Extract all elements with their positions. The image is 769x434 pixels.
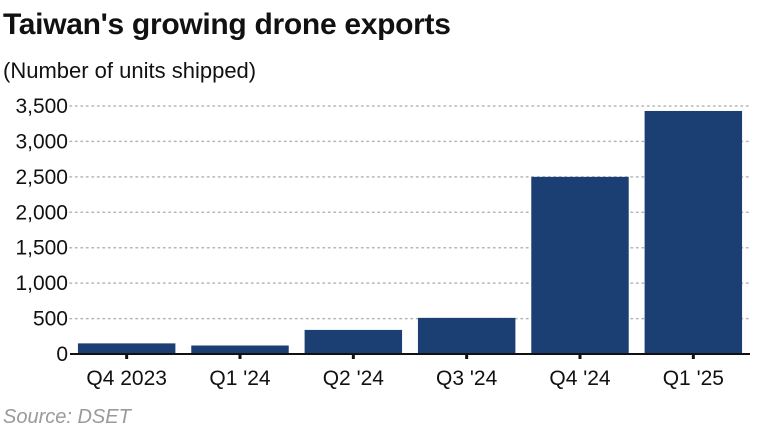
source-note: Source: DSET: [3, 406, 131, 428]
chart-subtitle: (Number of units shipped): [3, 58, 257, 83]
y-tick-label: 500: [33, 308, 68, 331]
y-axis-tick-labels: 0 500 1,000 1,500 2,000 2,500 3,000 3,500: [15, 95, 68, 366]
bars: [77, 110, 743, 355]
y-tick-label: 2,500: [15, 166, 68, 189]
x-tick-label: Q4 2023: [86, 367, 167, 390]
gridlines: [69, 105, 751, 320]
x-tick-label: Q4 '24: [549, 367, 611, 390]
bar-5: [531, 176, 629, 354]
bar-1: [77, 343, 176, 354]
x-tick-label: Q2 '24: [323, 367, 385, 390]
x-tick-label: Q3 '24: [436, 367, 498, 390]
y-tick-label: 3,000: [15, 130, 68, 153]
bar-4: [417, 317, 516, 354]
y-tick-label: 0: [56, 343, 68, 366]
bar-2: [191, 345, 289, 354]
y-tick-label: 3,500: [15, 95, 68, 118]
x-axis-tick-labels: Q4 2023 Q1 '24 Q2 '24 Q3 '24 Q4 '24 Q1 '25: [86, 367, 724, 390]
y-tick-label: 2,000: [15, 201, 68, 224]
chart-title: Taiwan's growing drone exports: [3, 8, 451, 41]
x-tick-label: Q1 '24: [209, 367, 271, 390]
x-axis-ticks: [125, 354, 695, 359]
bar-6: [644, 110, 743, 355]
bar-3: [304, 329, 403, 354]
y-tick-label: 1,000: [15, 272, 68, 295]
y-tick-label: 1,500: [15, 237, 68, 260]
x-tick-label: Q1 '25: [663, 367, 724, 390]
